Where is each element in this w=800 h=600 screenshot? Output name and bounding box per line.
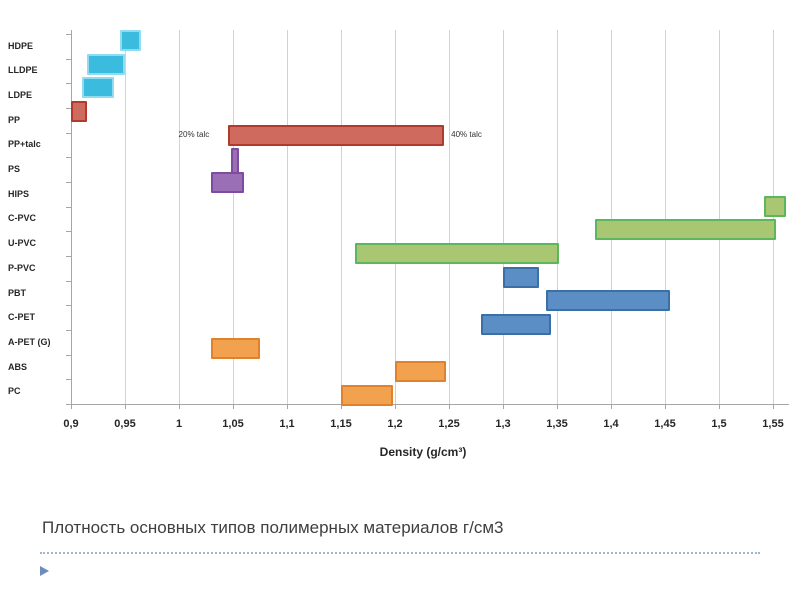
y-tick-mark xyxy=(66,132,71,134)
gridline-1,15 xyxy=(341,30,342,404)
row-label-pc: PC xyxy=(8,386,21,397)
x-tick-label: 1,45 xyxy=(654,418,676,430)
slide-caption: Плотность основных типов полимерных мате… xyxy=(42,518,504,537)
bar-pp xyxy=(71,101,88,122)
x-tick-mark xyxy=(395,404,396,409)
row-label-pbt: PBT xyxy=(8,287,26,298)
bar-lldpe xyxy=(87,53,125,75)
gridline-1,1 xyxy=(287,30,288,404)
x-tick-label: 1,15 xyxy=(330,418,352,430)
x-tick-mark xyxy=(71,404,72,409)
row-label-abs: ABS xyxy=(8,361,28,372)
bar-p-pvc xyxy=(355,243,560,265)
x-tick-mark xyxy=(341,404,342,409)
dotted-divider xyxy=(40,552,760,554)
y-tick-mark xyxy=(66,330,71,331)
y-tick-mark xyxy=(66,206,71,208)
x-tick-label: 1 xyxy=(175,418,183,430)
bar-abs xyxy=(211,337,260,359)
y-tick-mark xyxy=(66,34,71,35)
row-label-hips: HIPS xyxy=(8,188,30,199)
x-axis-line xyxy=(66,404,789,405)
x-tick-mark xyxy=(665,404,666,409)
row-label-pp: PP xyxy=(8,114,21,125)
annotation-40-talc: 40% talc xyxy=(451,129,482,139)
bar-c-pvc xyxy=(764,195,786,217)
x-tick-label: 1,3 xyxy=(495,418,511,430)
gridline-1,45 xyxy=(665,30,666,404)
x-tick-mark xyxy=(719,404,720,409)
x-tick-label: 1,2 xyxy=(387,418,403,430)
gridline-1,05 xyxy=(233,30,234,404)
x-tick-label: 1,5 xyxy=(711,418,727,430)
x-tick-label: 1,1 xyxy=(279,418,295,430)
plot-area: 0,9 0,95 1 1,05 1,1 1,15 1,2 1,25 1,3 1,35 1,4 1,45… xyxy=(8,30,789,430)
x-tick-mark xyxy=(179,404,180,409)
gridline-1,5 xyxy=(719,30,720,404)
x-tick-label: 0,9 xyxy=(63,418,79,430)
y-tick-mark xyxy=(66,58,71,60)
row-label-c-pvc: C-PVC xyxy=(8,213,37,224)
gridline-1,3 xyxy=(503,30,504,404)
bar-u-pvc xyxy=(594,219,777,241)
y-tick-mark xyxy=(66,280,71,282)
y-axis-line xyxy=(71,30,72,404)
x-axis-title: Density (g/cm³) xyxy=(379,445,467,459)
x-tick-label: 1,35 xyxy=(546,418,568,430)
gridline-1,4 xyxy=(611,30,612,404)
row-label-ps: PS xyxy=(8,164,21,175)
x-tick-label: 1,4 xyxy=(603,418,619,430)
y-tick-mark xyxy=(66,108,71,109)
bar-pc xyxy=(395,361,446,383)
x-tick-mark xyxy=(125,404,126,409)
gridline-1,55 xyxy=(773,30,774,404)
x-tick-label: 1,55 xyxy=(762,418,784,430)
row-label-pp-talc: PP+talc xyxy=(8,139,41,150)
gridline-1,35 xyxy=(557,30,558,404)
density-chart: 0,9 0,95 1 1,05 1,1 1,15 1,2 1,25 1,3 1,35 1,4 1,45… xyxy=(8,30,789,459)
bar-ldpe xyxy=(81,77,115,99)
bar-pp-talc xyxy=(227,124,444,146)
x-tick-label: 1,25 xyxy=(438,418,460,430)
bar-extra xyxy=(341,385,393,407)
x-tick-mark xyxy=(449,404,450,409)
gridline-0,95 xyxy=(125,30,126,404)
x-tick-mark xyxy=(503,404,504,409)
bar-pbt xyxy=(503,266,539,288)
y-tick-mark xyxy=(66,83,71,85)
x-tick-mark xyxy=(557,404,558,409)
x-tick-mark xyxy=(233,404,234,409)
x-tick-mark xyxy=(773,404,774,409)
annotation-20-talc: 20% talc xyxy=(178,129,210,139)
x-tick-mark xyxy=(611,404,612,409)
x-tick-mark xyxy=(287,404,288,409)
play-triangle-icon[interactable] xyxy=(40,566,49,576)
y-tick-mark xyxy=(66,157,71,159)
y-tick-mark xyxy=(66,231,71,233)
gridline-1 xyxy=(179,30,180,404)
y-tick-mark xyxy=(66,256,71,257)
bar-c-pet xyxy=(546,290,671,312)
row-label-hdpe: HDPE xyxy=(8,40,34,51)
x-tick-label: 1,05 xyxy=(222,418,244,430)
row-label-ldpe: LDPE xyxy=(8,89,33,100)
y-tick-mark xyxy=(66,379,71,381)
row-label-p-pvc: P-PVC xyxy=(8,262,36,273)
row-label-u-pvc: U-PVC xyxy=(8,238,37,249)
y-tick-mark xyxy=(66,305,71,307)
bar-hips xyxy=(211,172,244,194)
row-label-c-pet: C-PET xyxy=(8,312,35,323)
y-tick-mark xyxy=(66,404,71,405)
gridline-1,25 xyxy=(449,30,450,404)
y-tick-mark xyxy=(66,354,71,356)
row-label-a-pet-g: A-PET (G) xyxy=(8,337,51,348)
row-label-lldpe: LLDPE xyxy=(8,65,38,76)
x-tick-label: 0,95 xyxy=(114,418,136,430)
bar-a-pet-g xyxy=(481,314,551,336)
y-tick-mark xyxy=(66,182,71,183)
gridline-1,2 xyxy=(395,30,396,404)
bar-hdpe xyxy=(119,30,142,51)
